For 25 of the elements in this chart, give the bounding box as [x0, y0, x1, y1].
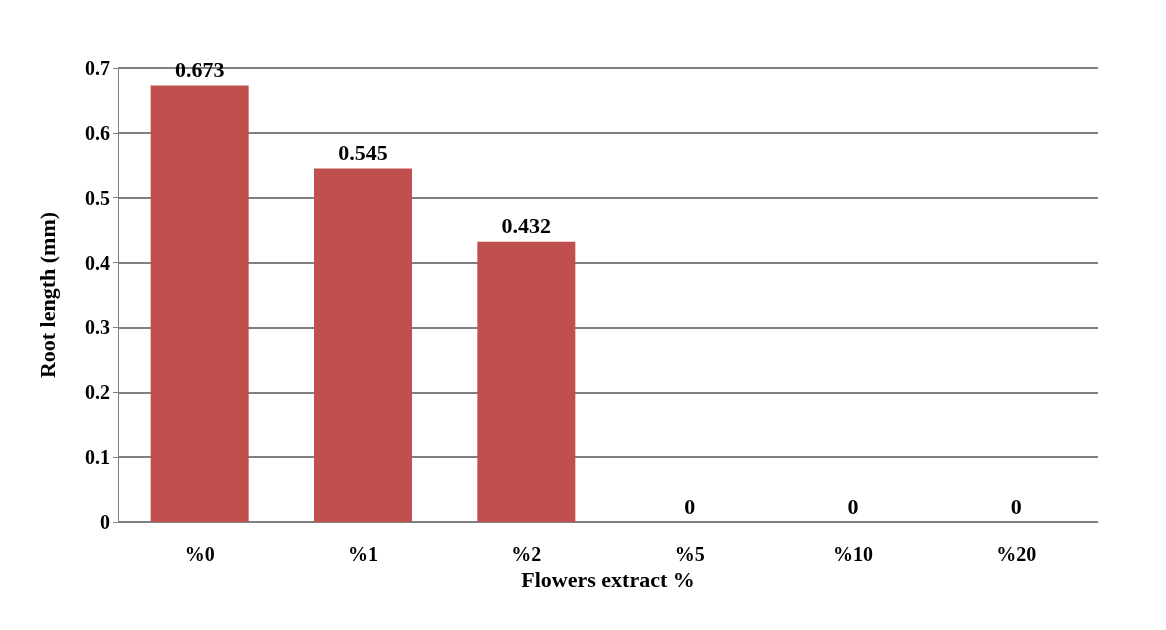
x-tick-label: %1: [348, 543, 378, 565]
y-tick-label: 0.4: [85, 251, 110, 274]
x-tick-label: %2: [511, 543, 542, 565]
x-tick-label: %10: [833, 543, 873, 565]
y-tick-label: 0.1: [85, 446, 110, 469]
y-tick-label: 0.3: [85, 316, 110, 339]
x-tick-label: %20: [996, 543, 1037, 565]
y-tick-label: 0: [100, 511, 110, 533]
y-axis-title: Root length (mm): [34, 211, 60, 379]
data-label: 0: [1010, 493, 1022, 519]
y-tick-label: 0.2: [85, 381, 110, 404]
y-tick-label: 0.7: [85, 57, 110, 79]
data-label: 0: [684, 493, 696, 519]
data-label: 0.432: [501, 213, 552, 239]
bar: [477, 241, 576, 522]
data-label: 0.673: [174, 57, 225, 83]
data-label: 0: [847, 493, 859, 519]
x-tick-label: %0: [184, 543, 215, 565]
data-label: 0.545: [338, 140, 388, 166]
x-axis-title: Flowers extract %: [521, 567, 695, 593]
bar: [150, 85, 249, 522]
y-tick-label: 0.6: [85, 121, 110, 144]
bar: [314, 168, 412, 522]
y-tick-label: 0.5: [85, 186, 110, 209]
x-tick-label: %5: [674, 543, 705, 565]
